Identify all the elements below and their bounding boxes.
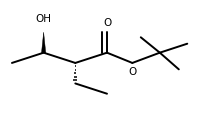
Polygon shape [42,32,46,53]
Text: OH: OH [36,14,52,24]
Text: O: O [128,67,137,77]
Text: O: O [103,18,111,28]
